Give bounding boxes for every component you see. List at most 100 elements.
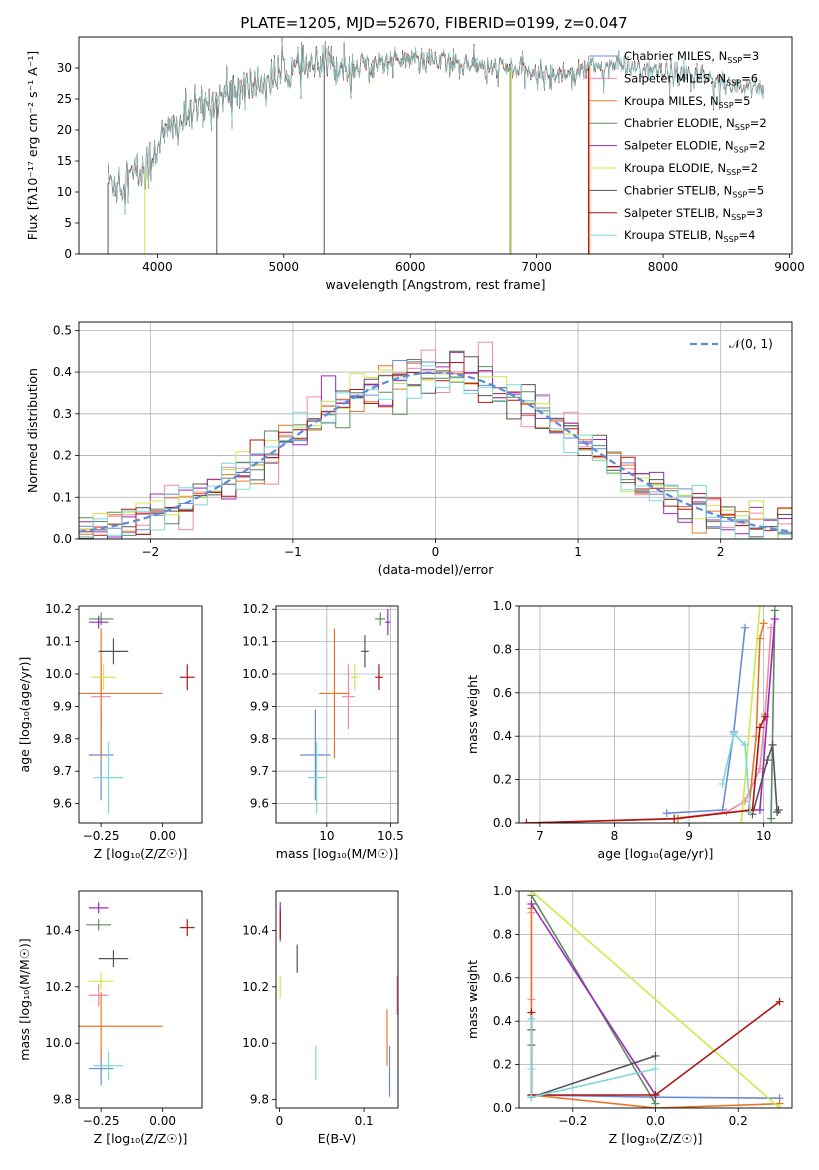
series-marker: [670, 814, 679, 823]
series-marker: [773, 808, 782, 817]
x-axis-label: E(B-V): [318, 1131, 357, 1146]
y-tick-label: 10.0: [242, 1036, 269, 1050]
mass-weight-series: [718, 730, 755, 817]
legend-label: Kroupa STELIB, NSSP=4: [624, 228, 755, 244]
y-tick-label: 1.0: [493, 599, 512, 613]
legend-label: Kroupa ELODIE, NSSP=2: [624, 161, 758, 177]
series-line: [770, 610, 776, 819]
series-line: [530, 1029, 656, 1099]
x-axis-label: age [log₁₀(age/yr)]: [598, 846, 714, 861]
x-tick-label: −0.25: [83, 829, 120, 843]
y-tick-label: 10.1: [242, 635, 269, 649]
y-tick-label: 10.4: [242, 923, 269, 937]
series-marker: [527, 891, 536, 895]
series-marker: [729, 730, 738, 739]
spectrum-series-line: [108, 37, 590, 214]
mass-weight-series: [522, 712, 770, 823]
y-tick-label: 0.8: [493, 642, 512, 656]
y-tick-label: 0.6: [493, 686, 512, 700]
error-bar-point: [319, 628, 350, 759]
y-tick-label: 0: [64, 247, 72, 261]
series-marker: [755, 606, 764, 610]
y-tick-label: 10.2: [45, 980, 72, 994]
axes-mass_vs_ebv: 0 0.1 9.8 10.0 10.2 10.4 E(B-V): [242, 890, 399, 1146]
plot-area-mass_weight_vs_age: [522, 606, 783, 823]
series-line: [666, 627, 746, 814]
x-tick-label: 4000: [142, 260, 173, 274]
series-marker: [527, 1015, 536, 1024]
series-line: [530, 903, 657, 1096]
series-marker: [527, 1064, 536, 1073]
y-tick-label: 0.8: [493, 927, 512, 941]
error-bar-point: [93, 742, 124, 814]
y-tick-label: 30: [57, 61, 72, 75]
y-tick-label: 0.6: [493, 971, 512, 985]
series-marker: [775, 997, 784, 1006]
y-axis-label: Flux [fλ10⁻¹⁷ erg cm⁻² s⁻¹ A⁻¹]: [25, 51, 40, 240]
series-line: [526, 716, 766, 823]
series-marker: [775, 1104, 784, 1108]
x-tick-label: 10.5: [377, 829, 404, 843]
y-tick-label: 0.4: [493, 1014, 512, 1028]
y-tick-label: 9.7: [53, 764, 72, 778]
series-marker: [527, 1093, 536, 1102]
plot-area-mass_vs_ebv: [279, 902, 398, 1097]
mass-weight-series: [662, 623, 750, 818]
y-tick-label: 0.2: [53, 449, 72, 463]
series-marker: [767, 814, 776, 823]
mass-weight-series: [522, 619, 768, 823]
series-marker: [770, 615, 779, 624]
y-tick-label: 9.8: [250, 732, 269, 746]
series-marker: [527, 900, 536, 909]
axes-frame: [275, 605, 399, 824]
series-marker: [741, 797, 750, 806]
y-tick-label: 0.2: [493, 1058, 512, 1072]
error-bar-point: [375, 664, 383, 691]
series-marker: [522, 819, 531, 823]
legend-label: Salpeter MILES, NSSP=6: [624, 71, 758, 87]
axes-mass_weight_vs_age: 7 8 9 10 0.0 0.2 0.4 0.6 0.8 1.0 age [log₁₀(age/yr…: [465, 599, 793, 861]
axes-mass_vs_Z: −0.25 0.00 9.8 10.0 10.2 10.4 Z [log₁₀(Z/Z☉)] m…: [17, 890, 203, 1146]
y-tick-label: 0.0: [493, 1101, 512, 1115]
series-marker: [651, 1051, 660, 1060]
x-axis-label: wavelength [Angstrom, rest frame]: [325, 277, 545, 292]
y-tick-label: 0.3: [53, 407, 72, 421]
y-tick-label: 9.6: [53, 797, 72, 811]
series-line: [740, 606, 761, 823]
figure-title: PLATE=1205, MJD=52670, FIBERID=0199, z=0…: [240, 14, 627, 32]
mass-weight-series: [527, 891, 784, 1108]
legend-label: 𝒩(0, 1): [729, 337, 773, 351]
x-axis-label: (data-model)/error: [378, 562, 495, 577]
x-axis-label: mass [log₁₀(M/M☉)]: [276, 846, 398, 861]
mass-weight-series: [737, 606, 764, 823]
x-tick-label: −0.25: [83, 1114, 120, 1128]
error-bar-point: [79, 992, 163, 1061]
y-tick-label: 0.4: [493, 729, 512, 743]
y-tick-label: 9.8: [250, 1093, 269, 1107]
error-bar-point: [179, 664, 195, 691]
axes-frame: [78, 36, 793, 255]
mass-weight-series: [748, 740, 783, 819]
x-tick-label: 0.1: [355, 1114, 374, 1128]
series-marker: [755, 805, 764, 814]
series-marker: [755, 723, 764, 732]
series-marker: [718, 779, 727, 788]
y-tick-label: 10: [57, 185, 72, 199]
x-tick-label: 7: [536, 829, 544, 843]
axes-frame: [518, 605, 793, 824]
series-marker: [774, 805, 783, 814]
series-marker: [737, 819, 746, 823]
y-tick-label: 9.6: [250, 797, 269, 811]
y-tick-label: 9.9: [250, 699, 269, 713]
series-marker: [651, 1090, 660, 1099]
series-line: [530, 908, 780, 1108]
plot-area-mass_vs_Z: [79, 902, 195, 1086]
mass-weight-series: [767, 606, 779, 823]
error-bar-point: [88, 984, 109, 1007]
plot-area-spectrum: [107, 37, 764, 254]
y-tick-label: 0.2: [493, 773, 512, 787]
series-marker: [741, 623, 750, 632]
series-marker: [768, 740, 777, 749]
x-tick-label: −1: [284, 545, 302, 559]
